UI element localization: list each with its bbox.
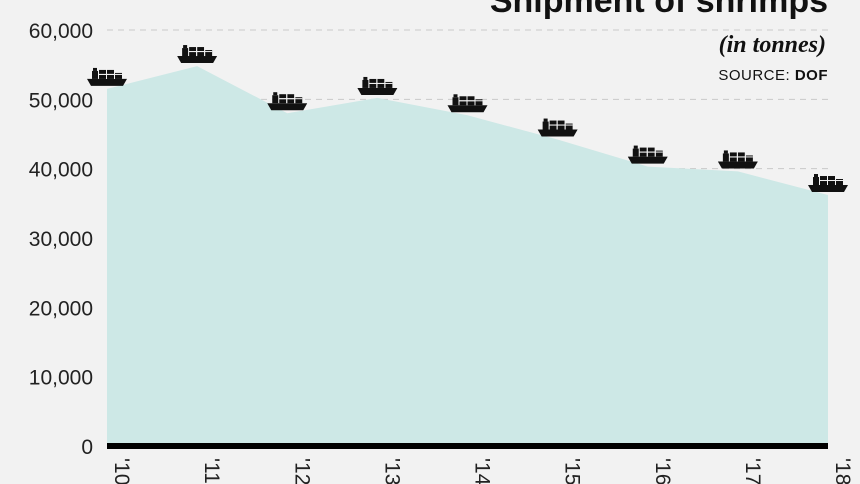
chart-subtitle: (in tonnes) [719, 32, 826, 58]
y-tick-label: 10,000 [29, 367, 93, 390]
cargo-ship-icon [267, 92, 308, 111]
cargo-ship-icon [357, 76, 398, 95]
y-tick-label: 30,000 [29, 228, 93, 251]
cargo-ship-icon [717, 150, 758, 169]
source-value: DOF [795, 67, 828, 84]
chart-title: Shipment of shrimps [490, 0, 828, 20]
cargo-ship-icon [627, 145, 668, 164]
x-axis-ticks: '10 '11 '12 '13 '14 '15 '16 '17 '18 [110, 458, 854, 484]
y-tick-label: 50,000 [29, 89, 93, 112]
y-axis-ticks: 0 10,000 20,000 30,000 40,000 50,000 60,000 [29, 20, 93, 459]
x-tick-label: '11 [200, 458, 223, 484]
x-tick-label: '10 [110, 458, 133, 484]
area-series [107, 66, 828, 446]
x-tick-label: '12 [290, 458, 313, 484]
source-line: SOURCE: DOF [718, 67, 828, 84]
x-tick-label: '18 [831, 458, 854, 484]
x-tick-label: '15 [561, 458, 584, 484]
y-tick-label: 0 [81, 436, 93, 459]
y-tick-label: 20,000 [29, 297, 93, 320]
cargo-ship-icon [808, 174, 848, 193]
cargo-ship-icon [87, 67, 127, 86]
x-tick-label: '17 [741, 458, 764, 484]
source-label: SOURCE: [718, 67, 790, 84]
x-tick-label: '14 [471, 458, 494, 484]
y-tick-label: 40,000 [29, 159, 93, 182]
cargo-ship-icon [177, 45, 218, 64]
x-tick-label: '13 [380, 458, 403, 484]
y-tick-label: 60,000 [29, 20, 93, 43]
cargo-ship-icon [537, 118, 578, 137]
cargo-ship-icon [447, 94, 488, 113]
x-tick-label: '16 [651, 458, 674, 484]
